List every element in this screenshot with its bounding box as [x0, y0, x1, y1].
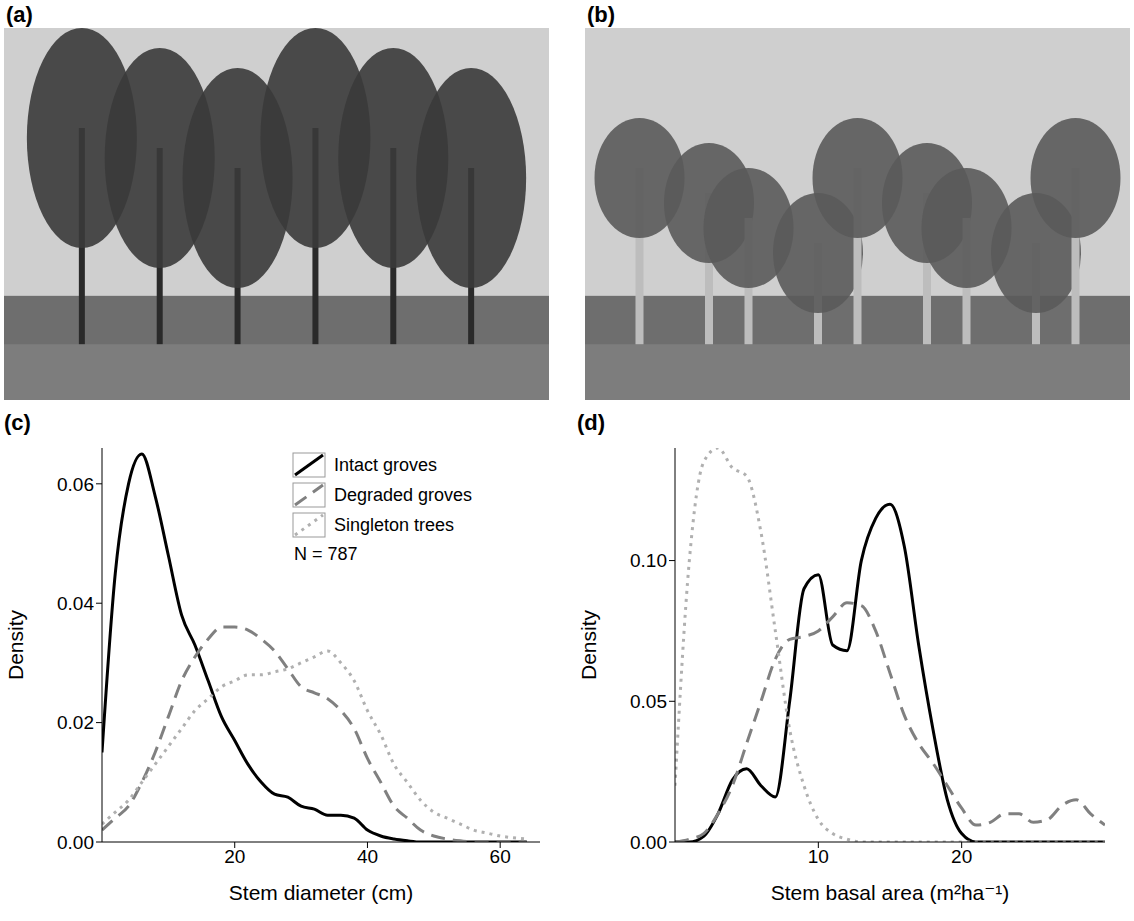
svg-text:0.06: 0.06	[57, 474, 94, 495]
html-text:N = 787: N = 787	[294, 544, 358, 564]
svg-text:0.04: 0.04	[57, 593, 94, 614]
svg-text:0.00: 0.00	[57, 832, 94, 853]
svg-text:60: 60	[490, 846, 511, 867]
html-text:Singleton trees: Singleton trees	[334, 514, 455, 535]
svg-text:10: 10	[808, 846, 829, 867]
html-text:(d): (d)	[577, 410, 606, 435]
svg-text:40: 40	[357, 846, 378, 867]
svg-text:Stem diameter (cm): Stem diameter (cm)	[229, 881, 413, 904]
html-text:(b): (b)	[587, 2, 616, 27]
html-text:Intact groves: Intact groves	[334, 454, 438, 475]
svg-text:Density: Density	[577, 609, 600, 680]
svg-text:0.00: 0.00	[630, 832, 667, 853]
html-text:(a): (a)	[6, 2, 33, 27]
svg-text:0.02: 0.02	[57, 712, 94, 733]
svg-text:0.10: 0.10	[630, 550, 667, 571]
svg-text:20: 20	[224, 846, 245, 867]
svg-text:20: 20	[951, 846, 972, 867]
html-text:Degraded groves: Degraded groves	[334, 484, 473, 505]
svg-text:Stem basal area (m²ha⁻¹): Stem basal area (m²ha⁻¹)	[771, 881, 1010, 904]
html-text:(c): (c)	[4, 410, 31, 435]
svg-text:Density: Density	[4, 609, 27, 680]
svg-text:0.05: 0.05	[630, 691, 667, 712]
